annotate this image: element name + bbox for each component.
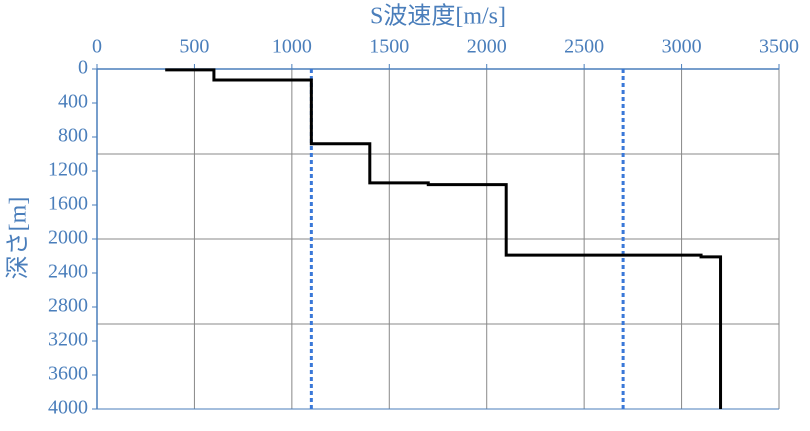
x-tick-label: 0 xyxy=(92,36,102,58)
y-tick-label: 2800 xyxy=(48,295,88,317)
x-tick-label: 1500 xyxy=(369,36,409,58)
x-tick-label: 1000 xyxy=(272,36,312,58)
y-tick-label: 800 xyxy=(58,125,88,147)
x-tick-label: 500 xyxy=(179,36,209,58)
y-tick-label: 3200 xyxy=(48,329,88,351)
x-tick-label: 3000 xyxy=(662,36,702,58)
x-tick-label: 3500 xyxy=(759,36,799,58)
x-tick-label: 2500 xyxy=(564,36,604,58)
y-tick-label: 1600 xyxy=(48,193,88,215)
y-tick-label: 400 xyxy=(58,91,88,113)
y-tick-label: 4000 xyxy=(48,397,88,419)
x-tick-label: 2000 xyxy=(467,36,507,58)
y-tick-label: 2000 xyxy=(48,227,88,249)
y-tick-label: 2400 xyxy=(48,261,88,283)
y-axis-title: 深さ[m] xyxy=(5,197,32,280)
data-line xyxy=(165,68,723,409)
y-tick-label: 3600 xyxy=(48,363,88,385)
x-axis-title: S波速度[m/s] xyxy=(370,3,506,30)
y-tick-label: 1200 xyxy=(48,159,88,181)
y-tick-label: 0 xyxy=(78,57,88,79)
